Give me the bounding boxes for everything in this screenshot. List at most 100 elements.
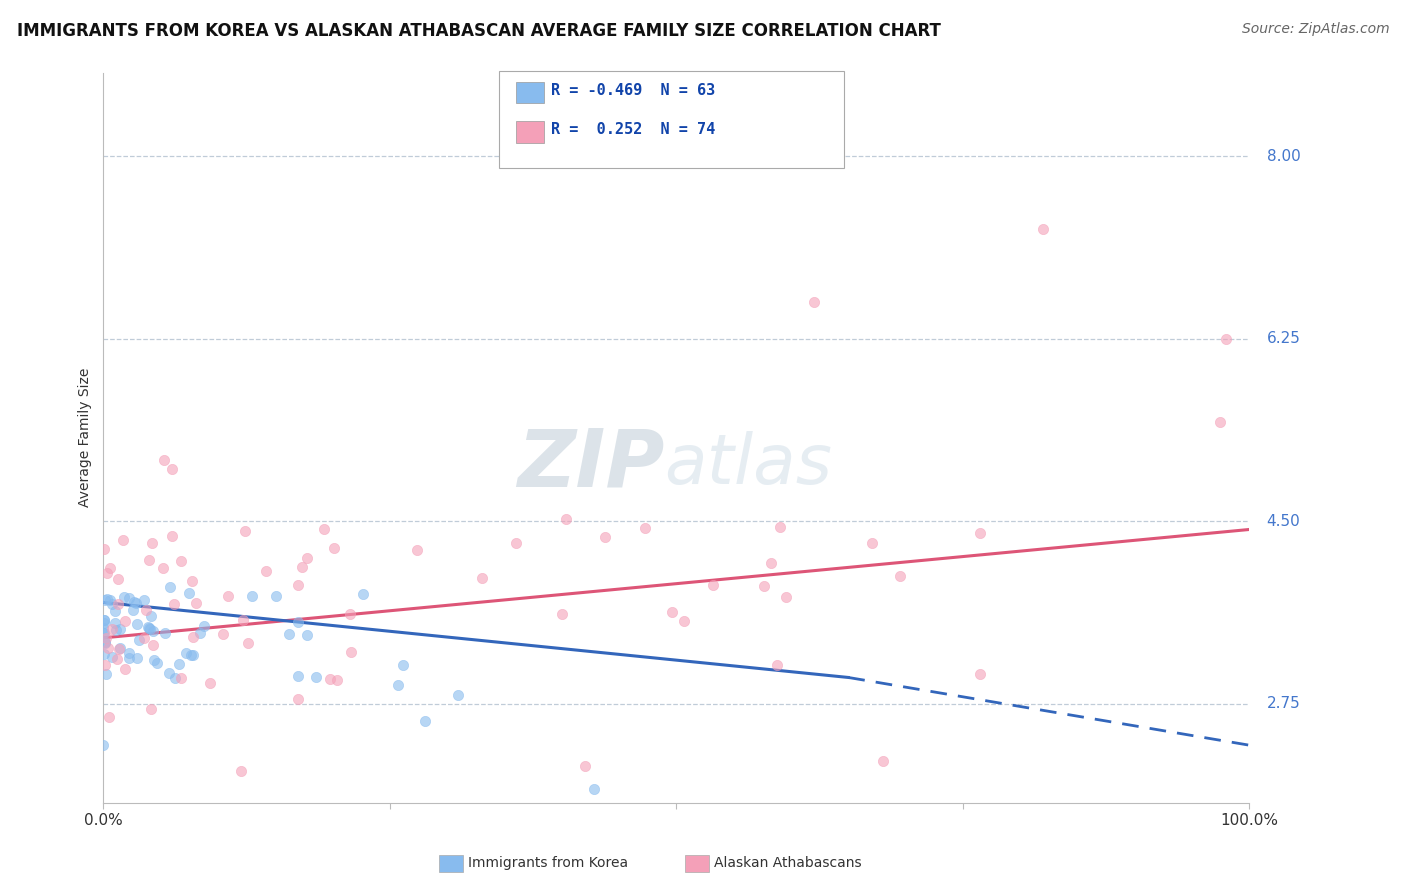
Point — [107, 597, 129, 611]
Point — [193, 619, 215, 633]
Point — [297, 551, 319, 566]
Point — [574, 759, 596, 773]
Point — [132, 592, 155, 607]
Point — [134, 631, 156, 645]
Point — [142, 638, 165, 652]
Point — [287, 669, 309, 683]
Point — [118, 646, 141, 660]
Point — [314, 522, 336, 536]
Point — [170, 554, 193, 568]
Text: 6.25: 6.25 — [1267, 331, 1301, 346]
Point — [471, 571, 494, 585]
Point — [212, 626, 235, 640]
Point — [765, 657, 787, 672]
Point — [138, 620, 160, 634]
Point — [387, 678, 409, 692]
Point — [339, 645, 361, 659]
Point — [93, 541, 115, 556]
Point — [170, 671, 193, 685]
Point — [96, 566, 118, 581]
Text: R =  0.252  N = 74: R = 0.252 N = 74 — [551, 122, 716, 136]
Point — [969, 667, 991, 681]
Point — [160, 529, 183, 543]
Point — [190, 626, 212, 640]
Point — [180, 648, 202, 662]
Point — [291, 560, 314, 574]
Point — [198, 676, 221, 690]
Point — [122, 602, 145, 616]
Point — [184, 596, 207, 610]
Point — [862, 535, 884, 549]
Point — [413, 714, 436, 729]
Point — [114, 662, 136, 676]
Point — [264, 589, 287, 603]
Text: ZIP: ZIP — [517, 425, 664, 503]
Point — [159, 580, 181, 594]
Point — [157, 666, 180, 681]
Point — [94, 635, 117, 649]
Point — [661, 605, 683, 619]
Point — [583, 782, 606, 797]
Point — [278, 627, 301, 641]
Point — [96, 591, 118, 606]
Point — [969, 525, 991, 540]
Point — [93, 635, 115, 649]
Point — [759, 556, 782, 570]
Point — [93, 625, 115, 640]
Point — [406, 542, 429, 557]
Point — [93, 621, 115, 635]
Point — [118, 591, 141, 605]
Point — [242, 589, 264, 603]
Point — [287, 578, 309, 592]
Point — [322, 541, 344, 555]
Point — [1032, 222, 1054, 236]
Point — [118, 650, 141, 665]
Point — [107, 572, 129, 586]
Point — [339, 607, 361, 621]
Point — [229, 764, 252, 779]
Point — [105, 652, 128, 666]
Text: 4.50: 4.50 — [1267, 514, 1301, 529]
Point — [254, 564, 277, 578]
Point — [139, 609, 162, 624]
Point — [108, 642, 131, 657]
Point — [236, 636, 259, 650]
Text: R = -0.469  N = 63: R = -0.469 N = 63 — [551, 83, 716, 97]
Point — [146, 656, 169, 670]
Text: Alaskan Athabascans: Alaskan Athabascans — [714, 856, 862, 871]
Point — [593, 530, 616, 544]
Point — [673, 615, 696, 629]
Point — [98, 593, 121, 607]
Point — [127, 651, 149, 665]
Text: IMMIGRANTS FROM KOREA VS ALASKAN ATHABASCAN AVERAGE FAMILY SIZE CORRELATION CHAR: IMMIGRANTS FROM KOREA VS ALASKAN ATHABAS… — [17, 22, 941, 40]
Point — [125, 617, 148, 632]
Point — [153, 626, 176, 640]
Point — [141, 701, 163, 715]
Point — [304, 669, 326, 683]
Point — [769, 520, 792, 534]
Point — [104, 615, 127, 630]
Point — [233, 524, 256, 538]
Point — [160, 462, 183, 476]
Point — [551, 607, 574, 621]
Point — [295, 628, 318, 642]
Point — [803, 295, 825, 310]
Point — [554, 512, 576, 526]
Point — [180, 574, 202, 588]
Point — [101, 597, 124, 611]
Point — [165, 671, 187, 685]
Point — [217, 589, 239, 603]
Point — [167, 657, 190, 671]
Y-axis label: Average Family Size: Average Family Size — [79, 368, 93, 508]
Point — [94, 667, 117, 681]
Point — [142, 653, 165, 667]
Point — [1215, 332, 1237, 346]
Point — [775, 591, 797, 605]
Point — [287, 615, 309, 630]
Point — [391, 657, 413, 672]
Point — [110, 640, 132, 655]
Point — [153, 453, 176, 467]
Point — [101, 622, 124, 636]
Text: 2.75: 2.75 — [1267, 696, 1301, 711]
Point — [98, 561, 121, 575]
